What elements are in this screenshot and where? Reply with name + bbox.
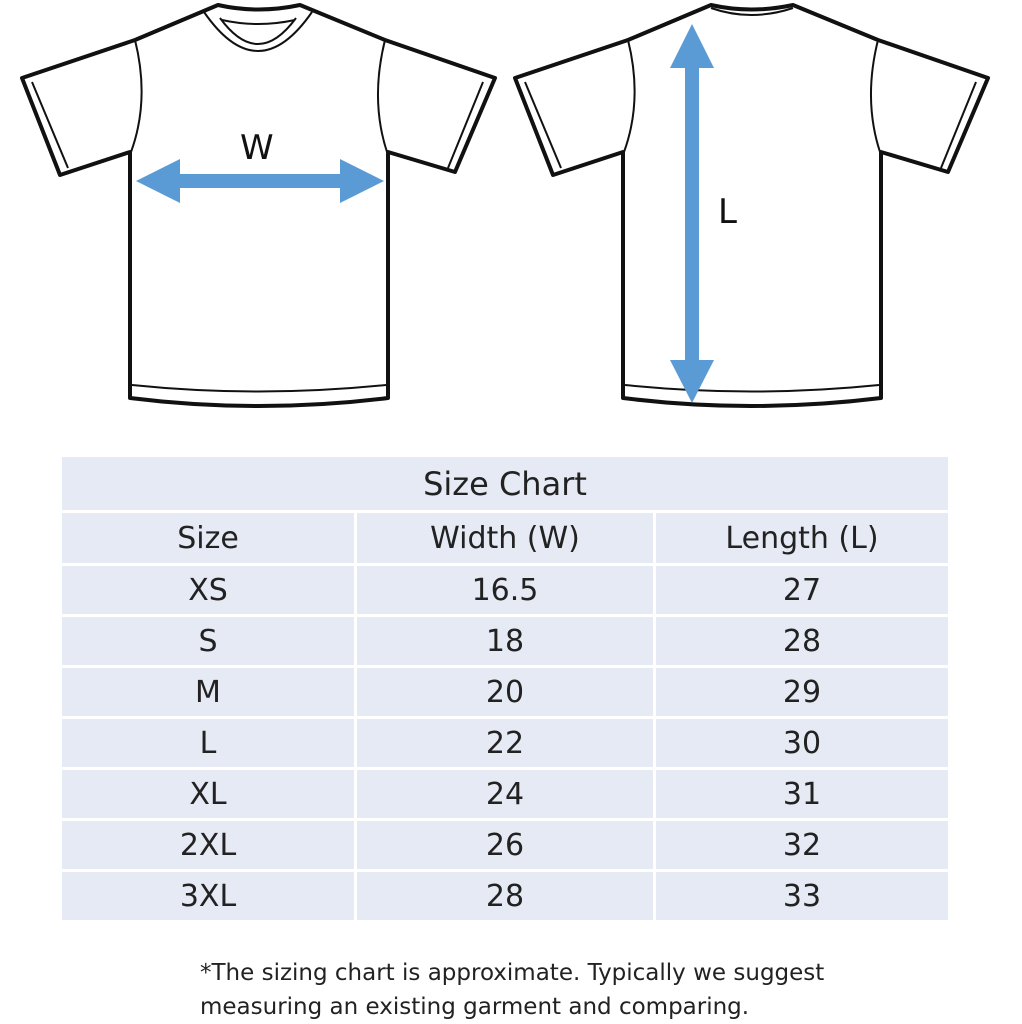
header-length: Length (L) xyxy=(656,513,948,563)
cell-length: 27 xyxy=(656,566,948,614)
cell-size: S xyxy=(62,617,354,665)
table-row: M 20 29 xyxy=(62,668,948,716)
cell-length: 30 xyxy=(656,719,948,767)
cell-length: 28 xyxy=(656,617,948,665)
header-width: Width (W) xyxy=(357,513,653,563)
cell-width: 16.5 xyxy=(357,566,653,614)
table-header-row: Size Width (W) Length (L) xyxy=(62,513,948,563)
note-line-1: *The sizing chart is approximate. Typica… xyxy=(200,960,825,986)
size-chart-table: Size Chart Size Width (W) Length (L) XS 1… xyxy=(62,457,948,922)
table-row: L 22 30 xyxy=(62,719,948,767)
cell-size: 3XL xyxy=(62,872,354,920)
back-tshirt-icon xyxy=(513,3,990,408)
cell-width: 28 xyxy=(357,872,653,920)
cell-length: 29 xyxy=(656,668,948,716)
cell-width: 24 xyxy=(357,770,653,818)
cell-width: 22 xyxy=(357,719,653,767)
header-size: Size xyxy=(62,513,354,563)
cell-size: XL xyxy=(62,770,354,818)
length-label: L xyxy=(718,192,737,232)
table-row: S 18 28 xyxy=(62,617,948,665)
cell-length: 31 xyxy=(656,770,948,818)
table-row: XS 16.5 27 xyxy=(62,566,948,614)
length-arrow-icon xyxy=(670,24,714,403)
front-tshirt-icon xyxy=(20,3,497,408)
table-row: 3XL 28 33 xyxy=(62,872,948,920)
note-line-2: measuring an existing garment and compar… xyxy=(200,994,750,1020)
width-label: W xyxy=(240,128,274,168)
cell-length: 33 xyxy=(656,872,948,920)
cell-size: 2XL xyxy=(62,821,354,869)
tshirt-diagrams xyxy=(20,3,990,408)
cell-size: L xyxy=(62,719,354,767)
cell-width: 18 xyxy=(357,617,653,665)
cell-size: XS xyxy=(62,566,354,614)
table-row: 2XL 26 32 xyxy=(62,821,948,869)
width-arrow-icon xyxy=(136,159,384,203)
cell-size: M xyxy=(62,668,354,716)
sizing-note: *The sizing chart is approximate. Typica… xyxy=(200,956,824,1024)
cell-width: 26 xyxy=(357,821,653,869)
table-row: XL 24 31 xyxy=(62,770,948,818)
cell-length: 32 xyxy=(656,821,948,869)
table-title: Size Chart xyxy=(62,457,948,510)
cell-width: 20 xyxy=(357,668,653,716)
